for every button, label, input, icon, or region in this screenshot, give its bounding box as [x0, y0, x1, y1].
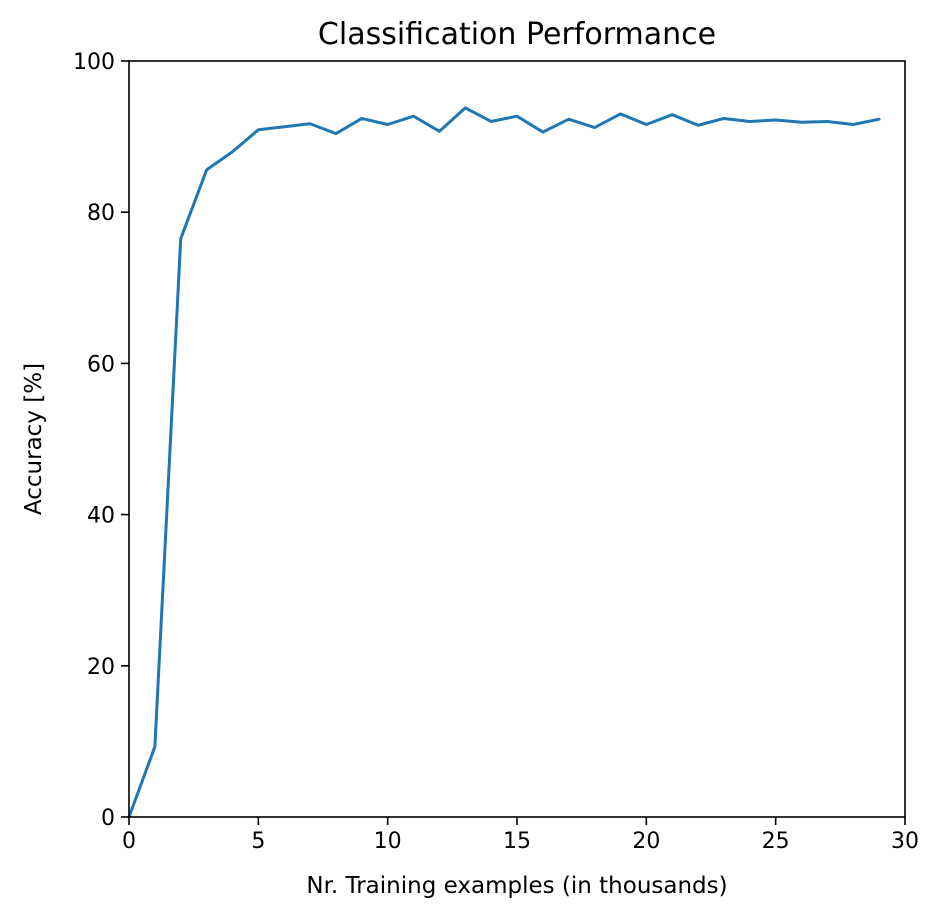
y-axis: 0 20 40 60 80 100: [73, 50, 129, 831]
y-axis-label: Accuracy [%]: [21, 363, 47, 515]
x-tick-label: 10: [374, 829, 402, 854]
series-line: [127, 106, 881, 819]
plot-area: [127, 106, 881, 819]
plot-frame: [128, 60, 906, 818]
y-tick-label: 20: [87, 655, 115, 680]
chart-title: Classification Performance: [318, 17, 716, 52]
y-tick-label: 0: [101, 806, 115, 831]
x-tick-label: 0: [122, 829, 136, 854]
y-tick-label: 100: [73, 50, 115, 75]
x-tick-label: 15: [503, 829, 531, 854]
x-axis: 0 5 10 15 20 25 30: [122, 817, 919, 854]
x-tick-label: 20: [632, 829, 660, 854]
x-tick-label: 25: [762, 829, 790, 854]
x-tick-label: 30: [891, 829, 919, 854]
y-tick-label: 60: [87, 352, 115, 377]
y-tick-label: 80: [87, 201, 115, 226]
x-tick-label: 5: [251, 829, 265, 854]
x-axis-label: Nr. Training examples (in thousands): [306, 873, 727, 899]
y-tick-label: 40: [87, 504, 115, 529]
